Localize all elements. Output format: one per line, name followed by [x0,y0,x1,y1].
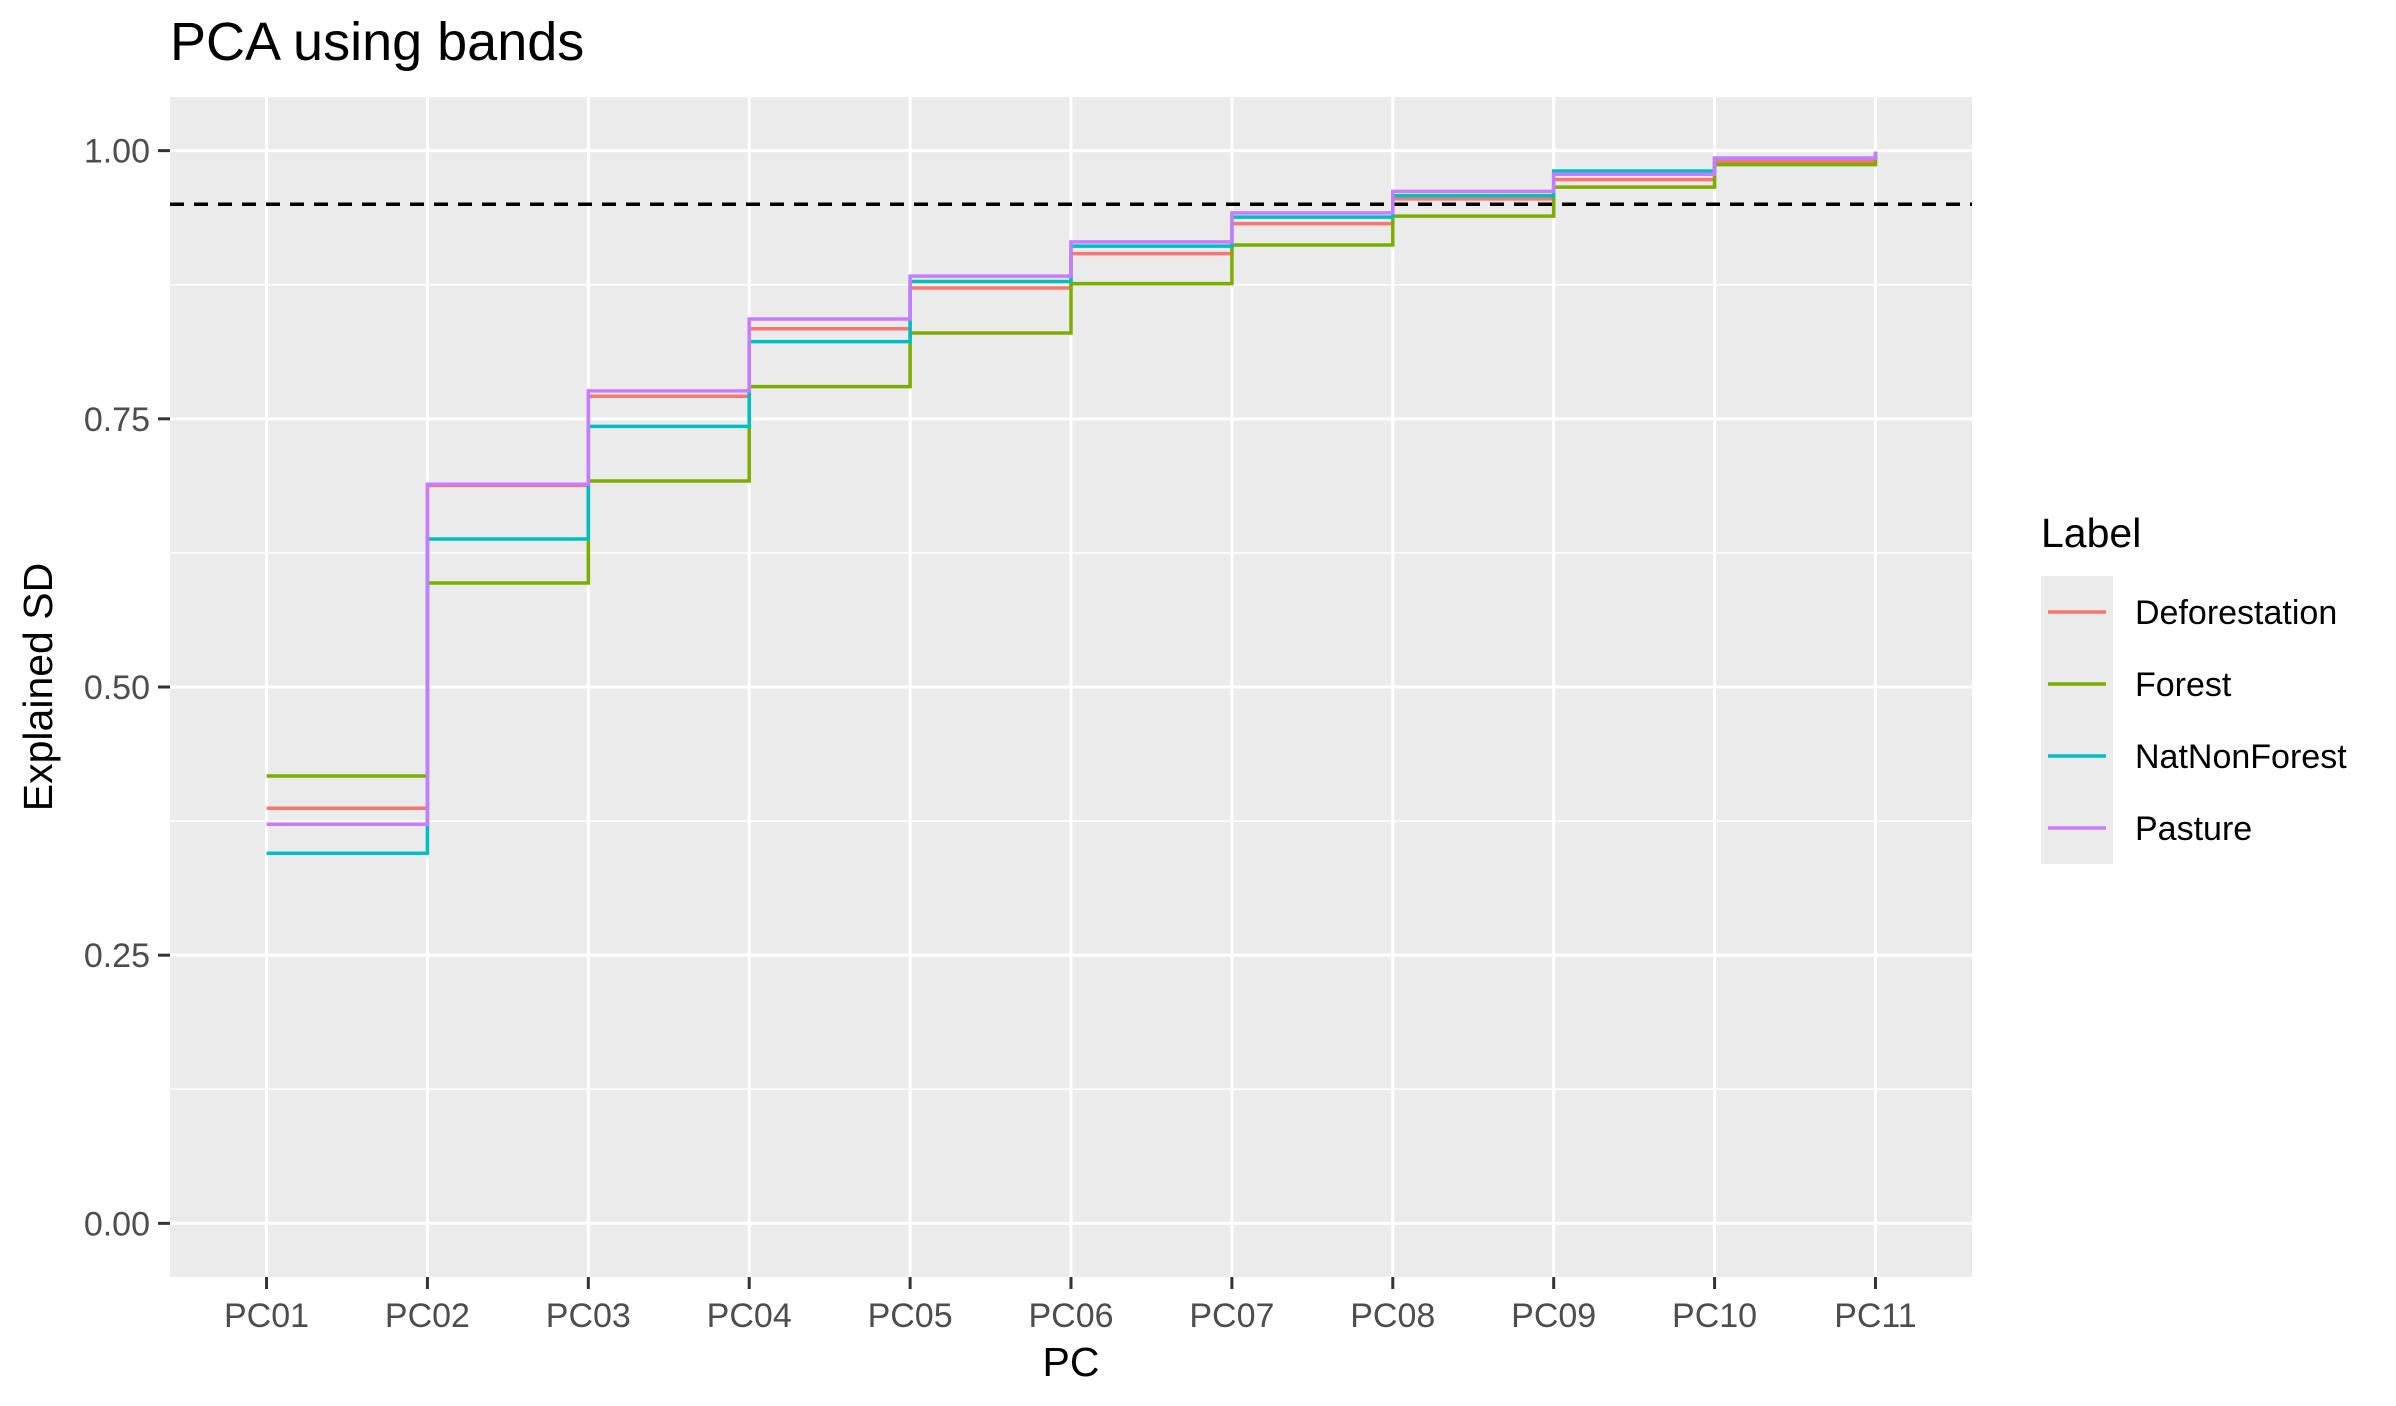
legend-title: Label [2041,510,2141,556]
grid-layer [170,97,1972,1277]
x-axis: PC01 PC02 PC03 PC04 PC05 PC06 PC07 PC08 PC09 PC10… [224,1277,1917,1335]
legend: Label Deforestation Forest NatNonForest Pas… [2041,510,2347,864]
y-tick-label: 0.50 [84,669,150,707]
series-line-pasture [266,151,1878,827]
y-tick-label: 0.00 [84,1205,150,1243]
x-tick-label: PC09 [1511,1297,1596,1335]
x-tick-label: PC02 [385,1297,470,1335]
y-tick-label: 1.00 [84,133,150,171]
x-tick-label: PC04 [707,1297,792,1335]
x-tick-label: PC07 [1189,1297,1274,1335]
legend-label-natnonforest: NatNonForest [2135,738,2347,776]
x-tick-label: PC11 [1834,1297,1917,1335]
legend-label-deforestation: Deforestation [2135,594,2337,632]
x-tick-label: PC08 [1350,1297,1435,1335]
x-axis-title: PC [1043,1339,1100,1385]
x-tick-label: PC05 [868,1297,953,1335]
x-tick-label: PC06 [1028,1297,1113,1335]
y-axis: 0.00 0.25 0.50 0.75 1.00 [84,133,170,1243]
legend-label-pasture: Pasture [2135,810,2252,848]
x-tick-label: PC03 [546,1297,631,1335]
y-tick-label: 0.25 [84,937,150,975]
x-tick-label: PC10 [1672,1297,1757,1335]
y-axis-title: Explained SD [15,563,61,811]
legend-key-background [2041,576,2113,864]
x-tick-label: PC01 [224,1297,309,1335]
chart-title: PCA using bands [170,12,584,72]
y-tick-label: 0.75 [84,401,150,439]
legend-label-forest: Forest [2135,666,2232,704]
series-layer [266,151,1878,856]
series-line-forest [266,154,1878,778]
